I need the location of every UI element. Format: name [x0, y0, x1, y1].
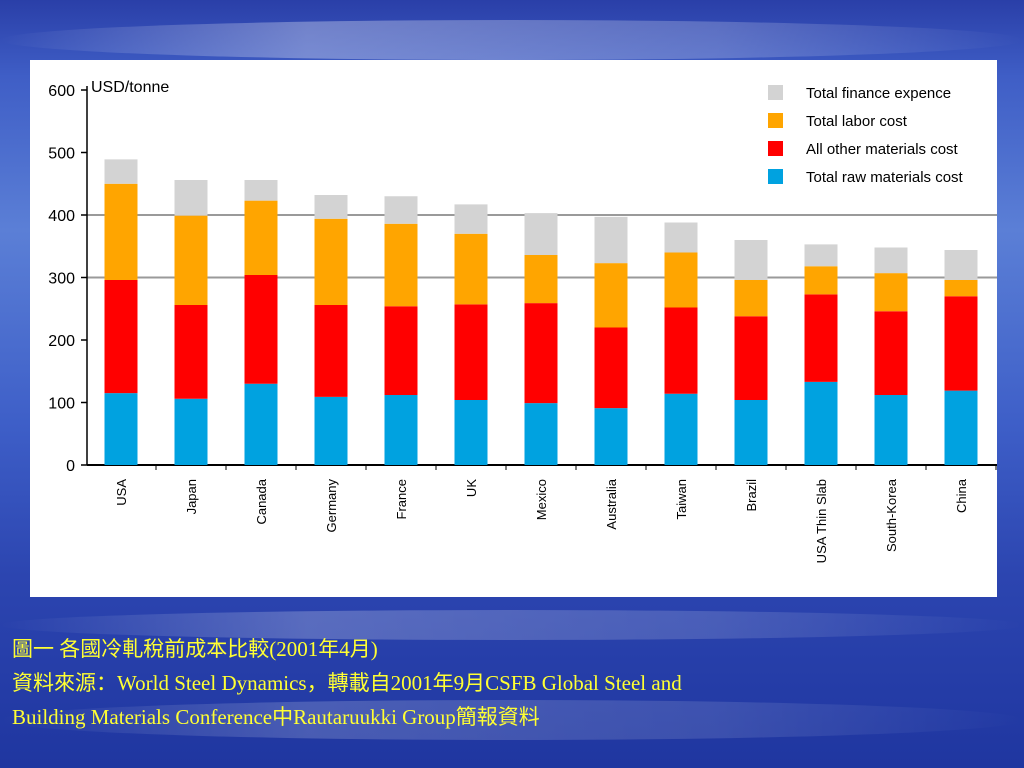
- bar-segment: [734, 400, 768, 465]
- bar-segment: [174, 180, 208, 216]
- bar-segment: [384, 306, 418, 395]
- bar-segment: [454, 204, 488, 234]
- bar-segment: [944, 280, 978, 297]
- x-category-label: Australia: [604, 478, 619, 529]
- legend-swatch: [768, 169, 783, 184]
- y-tick-label: 100: [48, 396, 75, 413]
- bar-segment: [804, 244, 838, 267]
- x-category-label: Taiwan: [674, 479, 689, 519]
- bar-segment: [524, 255, 558, 304]
- bar-segment: [524, 213, 558, 255]
- bar-segment: [874, 311, 908, 395]
- y-tick-label: 600: [48, 83, 75, 100]
- x-category-label: UK: [464, 479, 479, 497]
- bar-segment: [664, 222, 698, 253]
- y-tick-label: 0: [66, 458, 75, 475]
- bar-segment: [104, 280, 138, 394]
- bar-segment: [664, 393, 698, 465]
- y-tick-label: 500: [48, 146, 75, 163]
- x-category-label: Mexico: [534, 479, 549, 520]
- bar-segment: [594, 327, 628, 409]
- bar-segment: [454, 233, 488, 305]
- bar-segment: [734, 280, 768, 317]
- y-tick-label: 400: [48, 208, 75, 225]
- legend-label: Total finance expence: [806, 85, 951, 102]
- bar-segment: [944, 250, 978, 280]
- y-tick-label: 200: [48, 333, 75, 350]
- y-tick-label: 300: [48, 271, 75, 288]
- x-category-label: South-Korea: [884, 478, 899, 552]
- bar-segment: [384, 223, 418, 307]
- bar-segment: [314, 305, 348, 397]
- bar-segment: [944, 296, 978, 391]
- legend-swatch: [768, 141, 783, 156]
- bar-segment: [314, 396, 348, 465]
- bar-segment: [594, 216, 628, 264]
- legend-label: Total labor cost: [806, 113, 908, 130]
- caption-source: 資料來源：World Steel Dynamics，轉載自2001年9月CSFB…: [12, 671, 682, 695]
- bar-segment: [734, 316, 768, 400]
- x-category-label: USA Thin Slab: [814, 479, 829, 563]
- legend-swatch: [768, 85, 783, 100]
- bar-segment: [804, 266, 838, 295]
- bar-segment: [594, 408, 628, 465]
- bar-segment: [314, 218, 348, 305]
- y-axis-label: USD/tonne: [91, 79, 169, 96]
- bar-segment: [244, 383, 278, 465]
- bar-segment: [104, 183, 138, 280]
- background-streak: [0, 700, 1024, 740]
- bar-segment: [804, 294, 838, 382]
- bar-segment: [664, 252, 698, 308]
- bar-segment: [664, 307, 698, 394]
- bar-segment: [244, 180, 278, 201]
- bar-segment: [244, 200, 278, 275]
- bar-segment: [874, 395, 908, 465]
- legend-swatch: [768, 113, 783, 128]
- bar-segment: [174, 398, 208, 465]
- bar-segment: [734, 240, 768, 280]
- bar-segment: [524, 403, 558, 465]
- bar-segment: [104, 159, 138, 184]
- x-category-label: China: [954, 478, 969, 513]
- bar-segment: [384, 196, 418, 224]
- background-streak: [0, 610, 1024, 640]
- bar-segment: [314, 195, 348, 219]
- bar-segment: [524, 303, 558, 404]
- x-category-label: France: [394, 479, 409, 519]
- bar-segment: [804, 381, 838, 465]
- legend-label: All other materials cost: [806, 141, 959, 158]
- stacked-bar-chart: 0 100 200 300 400 500 600 USD/tonne USA Japan Cana…: [48, 79, 997, 563]
- x-category-label: Canada: [254, 478, 269, 524]
- x-category-label: USA: [114, 479, 129, 506]
- caption-title: 圖一 各國冷軋稅前成本比較(2001年4月): [12, 637, 378, 661]
- legend-label: Total raw materials cost: [806, 169, 964, 186]
- bar-segment: [874, 247, 908, 274]
- background-streak: [0, 20, 1024, 60]
- bar-segment: [874, 273, 908, 312]
- chart-panel: 0 100 200 300 400 500 600 USD/tonne USA Japan Cana…: [30, 60, 997, 597]
- bar-segment: [454, 304, 488, 400]
- bar-segment: [454, 400, 488, 465]
- bar-segment: [944, 390, 978, 465]
- x-category-label: Brazil: [744, 479, 759, 512]
- bar-segment: [594, 263, 628, 328]
- x-category-label: Germany: [324, 479, 339, 533]
- bar-segment: [384, 395, 418, 465]
- caption-source-continued: Building Materials Conference中Rautaruukk…: [12, 705, 540, 729]
- bar-segment: [104, 393, 138, 465]
- bar-segment: [174, 305, 208, 399]
- bar-segment: [244, 275, 278, 384]
- x-category-label: Japan: [184, 479, 199, 514]
- bar-segment: [174, 215, 208, 305]
